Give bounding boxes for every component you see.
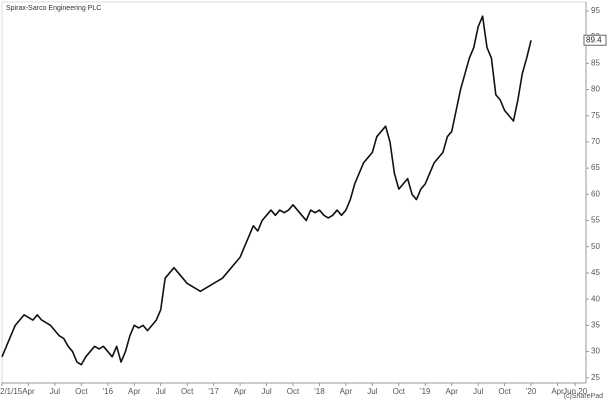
y-tick-label: 35 [591, 320, 600, 329]
y-tick-label: 30 [591, 347, 600, 356]
y-tick-label: 85 [591, 58, 600, 67]
x-tick-label: '19 [420, 387, 431, 396]
y-tick-label: 70 [591, 137, 600, 146]
credit: (c)SharePad [564, 393, 603, 400]
x-tick-label: Jul [156, 387, 166, 396]
x-tick-label: Oct [75, 387, 88, 396]
x-tick-label: Jun 20 [563, 387, 588, 396]
x-tick-label: Oct [498, 387, 511, 396]
x-tick-label: 2/1/15 [0, 387, 23, 396]
y-tick-label: 60 [591, 189, 600, 198]
x-tick-label: '16 [103, 387, 114, 396]
last-value-label: 89.4 [586, 35, 602, 44]
x-tick-label: Apr [446, 387, 459, 396]
y-tick-label: 50 [591, 242, 600, 251]
y-tick-label: 55 [591, 216, 600, 225]
last-value-box [583, 34, 607, 46]
y-tick-label: 95 [591, 6, 600, 15]
price-line [1, 15, 532, 366]
y-tick-label: 25 [591, 373, 600, 382]
x-tick-label: '20 [526, 387, 537, 396]
x-tick-label: Apr [128, 387, 141, 396]
x-tick-label: Apr [234, 387, 247, 396]
x-tick-label: '17 [208, 387, 219, 396]
y-tick-label: 80 [591, 85, 600, 94]
x-tick-label: Jul [50, 387, 60, 396]
x-tick-label: Oct [393, 387, 406, 396]
y-tick-label: 40 [591, 294, 600, 303]
x-tick-label: Jul [473, 387, 483, 396]
y-tick-label: 65 [591, 163, 600, 172]
y-tick-label: 75 [591, 111, 600, 120]
chart-title: Spirax-Sarco Engineering PLC [6, 5, 101, 12]
x-tick-label: Apr [22, 387, 35, 396]
y-tick-label: 45 [591, 268, 600, 277]
plot-frame [1, 1, 587, 384]
x-tick-label: Oct [181, 387, 194, 396]
x-tick-label: '18 [314, 387, 325, 396]
x-tick-label: Apr [551, 387, 564, 396]
x-tick-label: Jul [261, 387, 271, 396]
x-tick-label: Jul [367, 387, 377, 396]
x-tick-label: Oct [287, 387, 300, 396]
x-tick-label: Apr [340, 387, 353, 396]
